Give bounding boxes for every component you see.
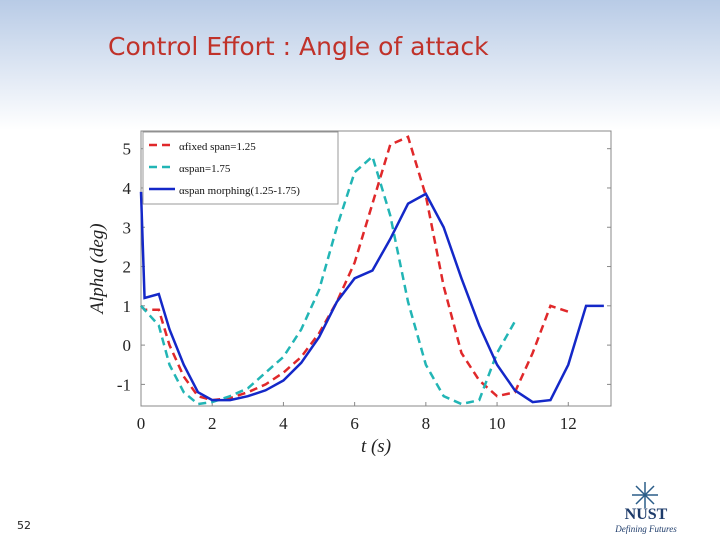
x-tick-label: 12 <box>560 414 577 433</box>
plot-frame <box>140 130 612 407</box>
y-tick-label: 1 <box>123 297 132 316</box>
slide-title: Control Effort : Angle of attack <box>108 32 489 61</box>
y-tick-label: 3 <box>123 218 132 237</box>
slide-number: 52 <box>17 519 31 532</box>
y-axis-label: Alpha (deg) <box>87 223 108 315</box>
series-line <box>139 191 604 404</box>
x-tick-label: 8 <box>422 414 431 433</box>
x-tick-label: 6 <box>350 414 359 433</box>
series-line <box>140 154 516 406</box>
x-tick-label: 0 <box>137 414 146 433</box>
y-tick-label: 0 <box>123 336 132 355</box>
x-tick-label: 4 <box>279 414 288 433</box>
y-tick-label: 4 <box>123 179 132 198</box>
logo-name: NUST <box>625 506 668 523</box>
legend: αfixed span=1.25 αspan=1.75 αspan morphing… <box>142 131 339 205</box>
logo-tagline: Defining Futures <box>614 524 677 534</box>
x-tick-label: 10 <box>489 414 506 433</box>
legend-label: αfixed span=1.25 <box>179 141 256 153</box>
y-tick-label: 2 <box>123 258 132 277</box>
x-tick-label: 2 <box>208 414 217 433</box>
x-axis-label: t (s) <box>361 436 391 457</box>
legend-label: αspan morphing(1.25-1.75) <box>179 185 300 197</box>
legend-box <box>142 131 339 205</box>
logo: NUST Defining Futures <box>614 482 677 534</box>
y-tick-label: -1 <box>117 375 131 394</box>
legend-label: αspan=1.75 <box>179 163 231 175</box>
banner <box>0 0 720 130</box>
y-tick-label: 5 <box>123 140 132 159</box>
